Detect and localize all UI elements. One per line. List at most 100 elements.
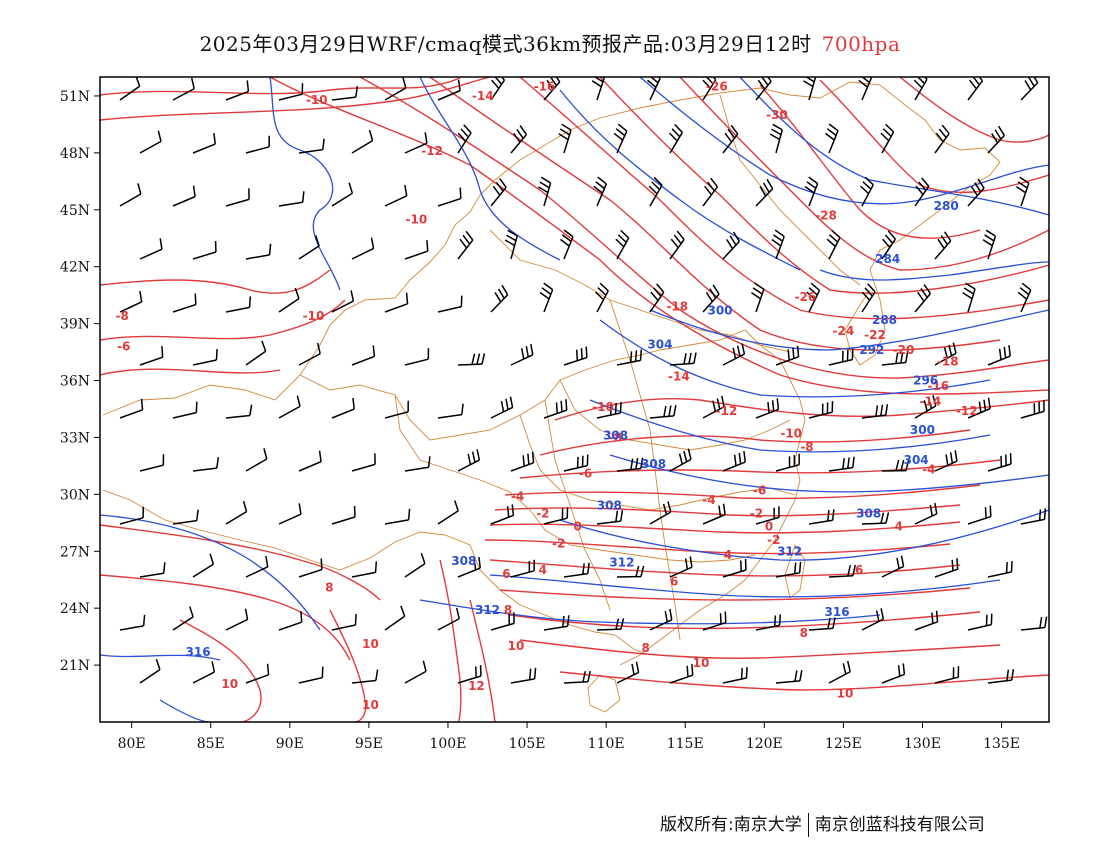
height-isoline [609, 454, 1049, 493]
temperature-label: -18 [666, 300, 688, 314]
height-label: 300 [707, 303, 732, 317]
temperature-label: -24 [833, 324, 855, 338]
wind-barb [881, 230, 897, 260]
temperature-isoline [819, 79, 1049, 194]
wind-barb [828, 660, 851, 684]
wind-barb [119, 77, 141, 101]
wind-barb [172, 509, 199, 525]
temperature-label: 8 [641, 641, 649, 655]
wind-barb [139, 346, 164, 366]
credit-line: 版权所有:南京大学 南京创蓝科技有限公司 [660, 810, 985, 837]
height-label: 292 [859, 343, 884, 357]
temperature-isoline [329, 609, 367, 722]
wind-barb [139, 658, 161, 684]
temperature-label: -10 [405, 212, 427, 226]
temperature-label: -10 [303, 309, 325, 323]
wind-barb [192, 133, 216, 154]
temperature-isoline [359, 77, 1049, 379]
wind-barb [245, 243, 272, 260]
wind-barb [828, 564, 856, 578]
wind-barb [596, 510, 624, 525]
wind-barb [404, 456, 431, 472]
height-isoline [639, 77, 1049, 205]
wind-barbs [119, 77, 1048, 684]
temperature-isoline [179, 619, 262, 722]
wind-barb [962, 282, 976, 313]
wind-barb [245, 340, 267, 366]
wind-barb [298, 138, 325, 154]
chart-title: 2025年03月29日WRF/cmaq模式36km预报产品:03月29日12时 7… [0, 28, 1100, 57]
wind-barb [803, 77, 817, 101]
wind-barb [1016, 176, 1030, 207]
province-lines-4 [559, 379, 791, 451]
wind-barb [119, 614, 146, 631]
wind-barb [172, 401, 198, 419]
temperature-label: 8 [325, 580, 333, 594]
temperature-isoline [269, 77, 1049, 395]
temperature-isoline [599, 77, 1049, 294]
wind-barb [437, 187, 462, 207]
wind-barb [934, 342, 957, 366]
wind-barb [755, 614, 782, 631]
wind-barb [278, 83, 304, 101]
wind-barb [934, 231, 952, 260]
temperature-label: -22 [864, 328, 886, 342]
wind-barb [225, 188, 250, 207]
height-label: 308 [597, 499, 622, 513]
wind-barb [384, 184, 408, 207]
height-label: 308 [856, 506, 881, 520]
wind-barb [119, 398, 144, 419]
temperature-label: -4 [511, 489, 524, 503]
temperature-isoline [439, 559, 462, 722]
wind-barb [351, 237, 375, 260]
wind-barb [648, 176, 663, 207]
wind-barb [967, 505, 992, 525]
wind-barb [669, 664, 694, 684]
wind-barb [563, 562, 590, 578]
wind-barb [543, 507, 569, 525]
wind-barb [139, 130, 162, 154]
wind-barb [967, 613, 993, 631]
x-tick-label: 110E [588, 736, 625, 752]
wind-barb [351, 129, 374, 154]
wind-barb [510, 559, 535, 578]
wind-barb [881, 351, 909, 366]
wind-barb [861, 512, 890, 525]
wind-barb [861, 404, 889, 419]
height-label: 304 [904, 453, 929, 467]
wind-barb [563, 670, 591, 684]
wind-barb [351, 345, 376, 366]
wind-barb [722, 231, 741, 260]
wind-barb [331, 505, 356, 525]
wind-barb [278, 395, 301, 419]
wind-barb [245, 448, 268, 472]
x-tick-label: 120E [746, 736, 783, 752]
temperature-label: -6 [117, 339, 130, 353]
y-tick-label: 39N [60, 317, 90, 333]
wind-barb [987, 345, 1011, 366]
x-tick-label: 105E [509, 736, 546, 752]
wind-barb [192, 661, 216, 684]
y-tick-label: 51N [60, 89, 90, 105]
height-label: 284 [875, 252, 900, 266]
wind-barb [987, 125, 1006, 154]
height-isoline [159, 699, 211, 722]
height-isoline [489, 574, 1001, 598]
height-isoline [819, 261, 1049, 281]
wind-barb [384, 605, 406, 631]
height-isoline [599, 319, 991, 398]
wind-barb [298, 235, 320, 260]
wind-barb [775, 669, 803, 684]
temperature-contours [100, 77, 1049, 722]
height-isoline [589, 399, 991, 453]
wind-barb [225, 404, 253, 419]
temperature-isoline [499, 587, 971, 601]
height-isoline [419, 77, 561, 261]
wind-barb [384, 508, 411, 525]
wind-barb [881, 663, 906, 684]
wind-barb [404, 240, 429, 260]
temperature-label: 10 [837, 687, 854, 701]
wind-barb [351, 669, 379, 684]
province-lines-8 [544, 399, 611, 611]
y-tick-label: 24N [60, 601, 90, 617]
